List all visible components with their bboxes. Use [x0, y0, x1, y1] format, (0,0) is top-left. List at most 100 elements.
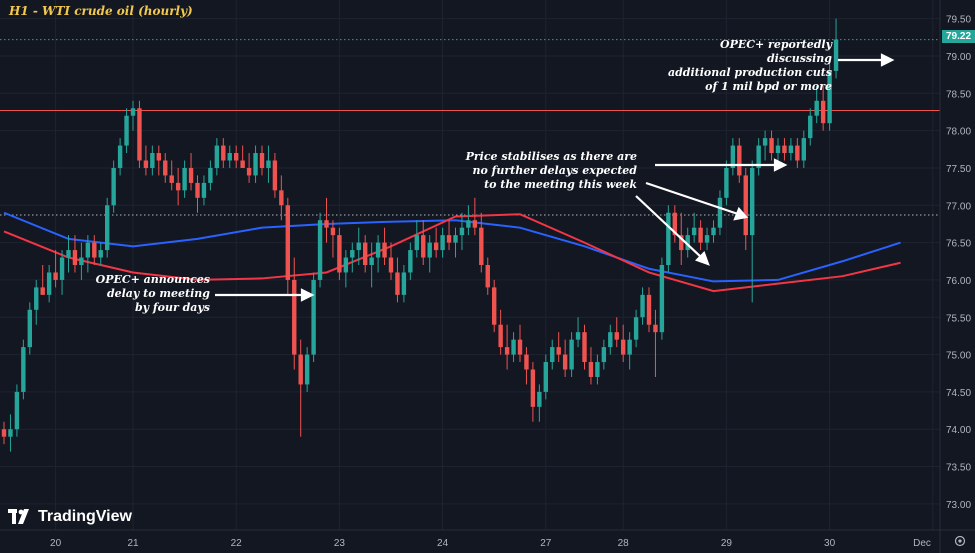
candle-body [659, 265, 665, 333]
candle [698, 220, 703, 251]
candle [633, 309, 639, 348]
candle [756, 138, 761, 176]
candle [659, 257, 665, 340]
candle-body [504, 347, 510, 355]
candle-body [21, 347, 26, 392]
candle-body [511, 339, 516, 355]
arrow-stabilise-down-head [695, 251, 710, 266]
candle [143, 145, 149, 176]
candle [298, 339, 303, 437]
candle-body [369, 257, 374, 265]
candle [646, 287, 652, 333]
candle-body [820, 100, 826, 124]
candle [562, 339, 568, 377]
settings-icon[interactable] [954, 535, 966, 547]
candle [188, 153, 194, 191]
arrow-stabilise-right-head [773, 158, 788, 172]
candle [801, 130, 806, 168]
candle-body [414, 235, 419, 251]
candle [163, 153, 168, 183]
candle [601, 339, 607, 370]
candle [21, 339, 26, 400]
candle [466, 205, 471, 236]
candle-body [672, 212, 677, 236]
tradingview-logo[interactable]: TradingView [8, 506, 132, 528]
price-tick-label: 75.00 [946, 351, 971, 362]
candle [304, 347, 310, 392]
candle [582, 324, 587, 370]
candle [111, 160, 116, 213]
candle [769, 130, 774, 161]
candle-body [201, 182, 207, 198]
candle [201, 175, 207, 206]
candle-body [117, 145, 123, 168]
candle-body [143, 160, 149, 168]
candle-body [182, 167, 187, 191]
candle-body [421, 235, 426, 258]
candle-body [363, 242, 368, 265]
candle-body [343, 257, 349, 273]
candle [795, 138, 800, 168]
time-tick-label: Dec [913, 538, 931, 549]
price-tick-label: 73.00 [946, 500, 971, 511]
candle [330, 220, 336, 258]
candle-body [608, 332, 613, 348]
candle [621, 324, 626, 363]
candle [105, 197, 110, 258]
candle-body [537, 391, 542, 407]
candle-body [40, 287, 45, 295]
moving-averages [3, 211, 901, 293]
candle [182, 160, 187, 198]
tradingview-logo-text: TradingView [38, 508, 132, 525]
candle [208, 160, 213, 191]
candle-body [34, 287, 39, 310]
candle [375, 235, 381, 273]
candle-body [466, 220, 471, 228]
candle [666, 205, 671, 273]
price-tick-label: 78.50 [946, 89, 971, 100]
candle-body [214, 145, 220, 168]
candle [66, 235, 71, 273]
annotation-opec-cuts: OPEC+ reportedly discussing additional p… [660, 38, 832, 94]
candle-body [188, 167, 194, 183]
annotation-line: to the meeting this week [484, 178, 637, 191]
candle-body [85, 242, 91, 258]
time-axis[interactable]: 20 21 22 23 24 27 28 29 30 Dec [50, 538, 931, 549]
candle-body [234, 153, 239, 161]
candle [414, 220, 419, 258]
candle [253, 145, 258, 183]
candle [743, 167, 748, 251]
candle [569, 332, 574, 377]
candle-body [595, 362, 600, 377]
candle [440, 227, 445, 258]
candle-body [717, 197, 723, 228]
candle-body [814, 100, 819, 116]
price-axis[interactable]: 79.50 79.00 78.50 78.00 77.50 77.00 76.50 76.00… [946, 15, 971, 511]
candle-body [756, 145, 761, 168]
candle [259, 145, 265, 176]
candle-body [408, 250, 413, 273]
candle [311, 272, 316, 363]
candle [498, 309, 503, 355]
candle [453, 227, 458, 258]
candle-body [698, 227, 703, 243]
price-tick-label: 76.00 [946, 276, 971, 287]
candle-body [730, 145, 736, 168]
candle-body [156, 153, 161, 161]
candle-body [298, 354, 303, 385]
candle [724, 160, 729, 206]
candle-body [808, 115, 813, 139]
candle [337, 227, 342, 280]
candle-body [375, 242, 381, 258]
candle-body [311, 279, 316, 355]
candle [762, 130, 768, 161]
time-tick-label: 28 [618, 538, 630, 549]
candle [388, 242, 394, 280]
candle-body [498, 324, 503, 348]
candle-body [646, 294, 652, 325]
candle-body [195, 182, 200, 198]
candle [317, 212, 323, 288]
candle-body [782, 145, 787, 154]
candle [711, 220, 716, 243]
